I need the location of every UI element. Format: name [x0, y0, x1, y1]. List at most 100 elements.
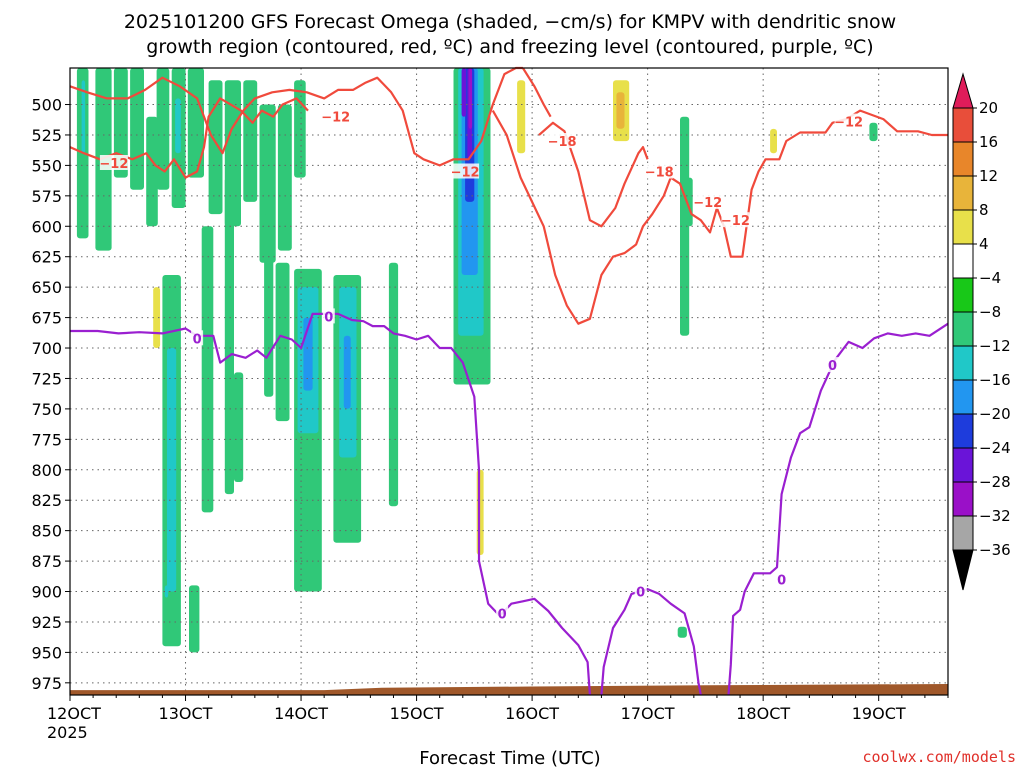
y-tick-label: 725: [31, 370, 62, 389]
x-tick-label: 14OCT: [274, 704, 328, 723]
y-tick-label: 650: [31, 278, 62, 297]
contour-label: 0: [193, 332, 202, 347]
x-axis: 12OCT 13OCT 14OCT 15OCT 16OCT 17OCT 18OCT 19OCT: [47, 695, 949, 723]
omega-cell: [710, 68, 720, 178]
plot-area: −12 −12 −12 −18 −18 −12 −12 −12 0 0 0 0 0 0: [69, 66, 949, 696]
omega-cell: [430, 275, 438, 348]
omega-cell: [113, 68, 128, 178]
omega-cell: [277, 104, 292, 251]
omega-cell: [753, 68, 768, 288]
colorbar-swatch: [952, 345, 974, 381]
grid-lines: [69, 68, 948, 695]
contour-label: 0: [498, 607, 507, 622]
colorbar-bottom-arrow: [952, 549, 974, 591]
contour-label: −12: [834, 116, 863, 131]
y-tick-label: 625: [31, 248, 62, 267]
omega-cell: [375, 542, 385, 598]
omega-cell: [234, 372, 244, 482]
y-tick-label: 925: [31, 613, 62, 632]
omega-cell: [585, 68, 609, 178]
colorbar-label: −36: [979, 541, 1011, 559]
omega-cell: [130, 68, 144, 190]
y-tick-label: 600: [31, 217, 62, 236]
y-tick-label: 950: [31, 643, 62, 662]
omega-cell: [770, 128, 777, 154]
contour-label-background: [834, 113, 863, 129]
colorbar-swatch: [952, 447, 974, 483]
omega-cell: [156, 68, 170, 190]
contour-label-background: [321, 108, 350, 124]
colorbar-label: −4: [979, 269, 1001, 287]
colorbar-swatch: [952, 243, 974, 279]
omega-cell: [495, 68, 509, 178]
omega-cell: [786, 68, 798, 178]
x-tick-label: 19OCT: [852, 704, 906, 723]
omega-cell: [414, 481, 433, 580]
omega-cell: [616, 92, 625, 129]
y-tick-label: 575: [31, 187, 62, 206]
omega-cell: [388, 262, 399, 507]
omega-cell: [677, 626, 687, 638]
contour-label: −12: [321, 111, 350, 126]
contour-label-background: [451, 163, 480, 179]
contour-dgz_inner_-18C: [538, 121, 649, 228]
colorbar-swatch: [952, 311, 974, 347]
y-tick-label: 800: [31, 461, 62, 480]
omega-cell: [187, 68, 204, 178]
omega-cell: [141, 68, 154, 105]
contour-label: −12: [721, 214, 750, 229]
contour-label-background: [496, 605, 509, 621]
omega-cell: [517, 80, 526, 154]
colorbar-swatch: [952, 379, 974, 415]
colorbar-swatch: [952, 277, 974, 313]
contour-label-background: [826, 357, 839, 373]
y-tick-label: 675: [31, 309, 62, 328]
colorbar-label: 20: [979, 99, 998, 117]
x-tick-label: 12OCT: [47, 704, 101, 723]
omega-cell: [666, 68, 678, 227]
y-tick-label: 550: [31, 156, 62, 175]
omega-cell: [723, 68, 743, 251]
contour-label-background: [645, 163, 674, 179]
omega-cell: [175, 98, 181, 154]
contour-lines: [69, 66, 949, 696]
colorbar: 20 16 12 8 4 −4 −8 −12 −16 −20 −24 −28 −32 −36: [952, 72, 1011, 591]
omega-cell: [208, 80, 223, 215]
omega-cell: [308, 128, 315, 154]
contour-label: 0: [324, 310, 333, 325]
y-tick-label: 900: [31, 583, 62, 602]
colorbar-label: −32: [979, 507, 1011, 525]
omega-cell: [504, 469, 512, 568]
colorbar-swatch: [952, 515, 974, 551]
colorbar-label: 12: [979, 167, 998, 185]
contour-label: −18: [645, 166, 674, 181]
colorbar-swatch: [952, 481, 974, 517]
contour-label: −12: [693, 196, 722, 211]
contour-label: −12: [451, 166, 480, 181]
y-tick-label: 500: [31, 96, 62, 115]
omega-cell: [243, 80, 258, 202]
colorbar-swatch: [952, 209, 974, 245]
x-tick-label: 17OCT: [621, 704, 675, 723]
omega-cell: [264, 214, 274, 397]
omega-cell: [931, 68, 948, 117]
contour-label-background: [634, 583, 647, 599]
omega-cell: [365, 201, 375, 288]
chart-title-line-1: 2025101200 GFS Forecast Omega (shaded, −…: [124, 11, 896, 33]
contour-dgz_top_-12C: [69, 66, 523, 167]
y-tick-label: 975: [31, 674, 62, 693]
contour-label: 0: [777, 573, 786, 588]
colorbar-swatch: [952, 413, 974, 449]
contour-label: 0: [828, 359, 837, 374]
y-tick-label: 875: [31, 552, 62, 571]
omega-cell: [224, 177, 234, 495]
x-tick-label: 18OCT: [736, 704, 790, 723]
contour-label: 0: [636, 586, 645, 601]
y-tick-label: 825: [31, 491, 62, 510]
contour-label-background: [548, 133, 577, 148]
omega-cell: [476, 469, 484, 555]
omega-cell: [275, 262, 290, 422]
omega-cell: [294, 80, 306, 178]
omega-cell: [398, 104, 405, 190]
